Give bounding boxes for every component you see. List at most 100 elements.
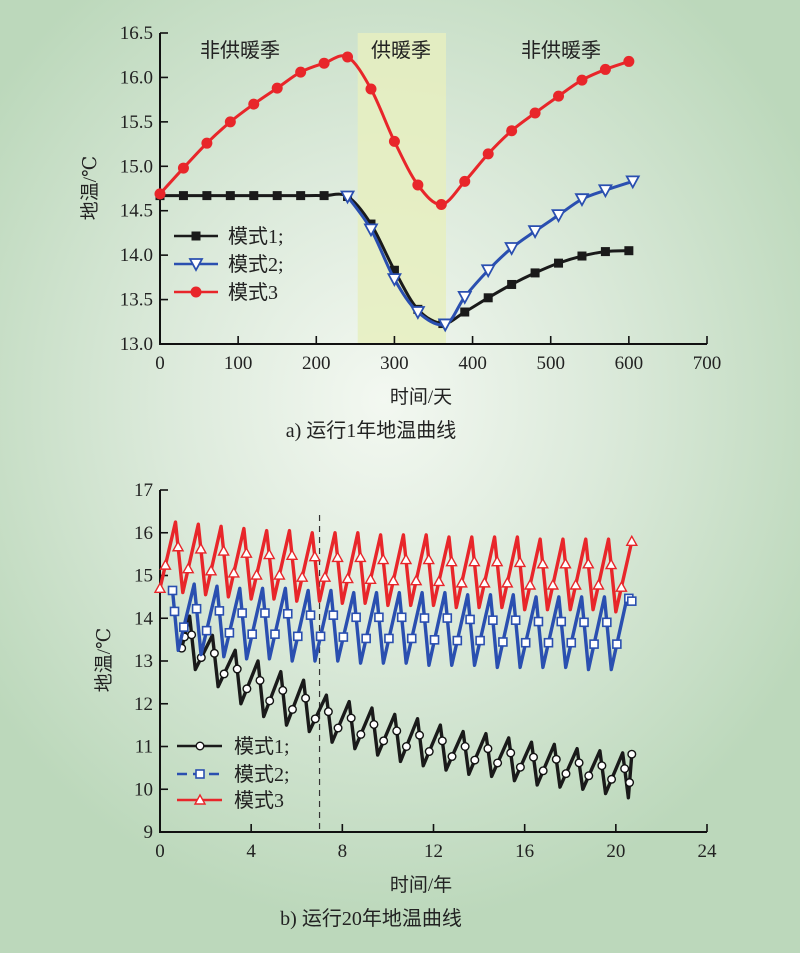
chart-b-y-tick-label: 9: [144, 822, 154, 843]
data-point-mode-1: [577, 251, 587, 261]
chart-b-x-tick-label: 20: [606, 841, 625, 862]
data-point-mode-1: [460, 742, 470, 752]
data-point-mode-3: [342, 51, 354, 63]
data-point-mode-3: [376, 553, 390, 565]
chart-a-y-tick-label: 15.5: [120, 112, 153, 133]
data-point-mode-1: [301, 693, 311, 703]
data-point-mode-3: [604, 558, 618, 570]
series-line-mode-3: [158, 520, 634, 614]
chart-b-axes: 0 4 8 12 16 20 24 9 10 11 12 13 14 15 16 17: [134, 480, 717, 862]
data-point-mode-1: [470, 755, 480, 765]
data-point-mode-2: [305, 610, 316, 620]
data-point-mode-1: [389, 265, 399, 275]
legend-label: 模式2;: [228, 253, 284, 276]
data-point-mode-3: [523, 578, 537, 590]
data-point-mode-2: [410, 306, 426, 320]
legend-marker: [193, 793, 207, 805]
data-point-mode-2: [566, 637, 577, 648]
data-point-mode-3: [364, 572, 377, 585]
data-point-mode-2: [488, 615, 498, 625]
data-point-mode-3: [615, 580, 628, 592]
data-point-mode-2: [396, 612, 407, 623]
data-point-mode-1: [319, 191, 329, 201]
data-point-mode-3: [478, 576, 491, 588]
data-point-mode-2: [625, 175, 641, 190]
data-point-mode-3: [308, 550, 321, 562]
legend-label: 模式2;: [234, 763, 290, 786]
data-point-mode-1: [561, 769, 571, 779]
chart-b-x-tick-label: 12: [424, 841, 443, 862]
legend-label: 模式3: [234, 789, 284, 812]
legend-marker: [190, 286, 202, 298]
data-point-mode-1: [209, 648, 219, 658]
data-point-mode-3: [387, 574, 400, 586]
data-point-mode-3: [576, 74, 588, 86]
data-point-mode-1: [225, 191, 235, 201]
data-point-mode-1: [310, 714, 320, 724]
data-point-mode-2: [386, 273, 402, 288]
chart-a-y-tick-label: 16.0: [120, 67, 153, 88]
data-point-mode-3: [501, 576, 514, 588]
data-point-mode-3: [625, 534, 638, 546]
data-point-mode-3: [240, 546, 253, 558]
data-point-mode-1: [392, 726, 402, 736]
data-point-mode-1: [415, 730, 425, 740]
data-point-mode-1: [379, 736, 389, 746]
data-point-mode-2: [328, 610, 339, 620]
legend-marker: [195, 769, 205, 779]
data-point-mode-2: [384, 633, 394, 644]
data-point-mode-3: [412, 179, 424, 191]
chart-a-y-tick-label: 14.0: [120, 245, 153, 266]
data-point-mode-1: [627, 749, 637, 759]
data-point-mode-1: [460, 307, 470, 317]
chart-a-y-tick-label: 14.5: [120, 201, 153, 222]
data-point-mode-2: [237, 608, 247, 618]
data-point-mode-1: [249, 191, 259, 201]
data-point-mode-3: [263, 548, 276, 560]
data-point-mode-2: [510, 615, 521, 625]
data-point-mode-1: [242, 684, 252, 694]
data-point-mode-1: [272, 191, 282, 201]
data-point-mode-1: [219, 669, 229, 679]
data-point-mode-2: [533, 616, 544, 627]
data-point-mode-2: [191, 603, 202, 614]
data-point-mode-1: [424, 747, 434, 757]
series-mode-3: [153, 520, 638, 614]
chart-b-y-tick-label: 17: [134, 480, 153, 501]
series-line-mode-2: [170, 582, 633, 672]
legend-label: 模式3: [228, 281, 278, 304]
data-point-mode-1: [255, 675, 265, 685]
data-point-mode-1: [528, 752, 538, 762]
data-point-mode-2: [543, 637, 554, 648]
data-point-mode-3: [435, 198, 447, 210]
data-point-mode-3: [388, 135, 400, 147]
data-point-mode-3: [224, 116, 236, 128]
data-point-mode-1: [287, 704, 297, 714]
chart-b-x-tick-label: 0: [155, 841, 165, 862]
chart-a-y-axis-title: 地温/℃: [79, 156, 101, 221]
legend-item-mode-3: 模式3: [174, 281, 278, 304]
data-point-mode-3: [194, 542, 208, 554]
data-point-mode-2: [597, 184, 613, 199]
data-point-mode-1: [597, 761, 607, 771]
annotation-non-heating-1: 非供暖季: [200, 39, 280, 62]
data-point-mode-3: [204, 564, 218, 576]
legend-item-mode-3: 模式3: [177, 789, 284, 812]
legend-label: 模式1;: [228, 225, 284, 248]
data-point-mode-2: [419, 613, 430, 623]
data-point-mode-1: [202, 191, 212, 201]
data-point-mode-1: [333, 723, 343, 733]
data-point-mode-3: [513, 556, 527, 568]
chart-b: 0 4 8 12 16 20 24 9 10 11 12 13 14 15 16 17 地温/℃ 时间/年 b…: [93, 480, 717, 930]
chart-b-x-tick-label: 4: [246, 841, 256, 862]
series-mode-2: [340, 175, 641, 333]
data-point-mode-1: [401, 742, 411, 752]
data-point-mode-3: [285, 548, 299, 561]
data-point-mode-2: [351, 612, 361, 623]
legend-item-mode-2: 模式2;: [174, 253, 284, 276]
data-point-mode-3: [365, 83, 377, 95]
data-point-mode-3: [422, 553, 435, 565]
data-point-mode-2: [282, 608, 293, 619]
data-point-mode-3: [623, 55, 635, 67]
data-point-mode-3: [459, 175, 471, 187]
